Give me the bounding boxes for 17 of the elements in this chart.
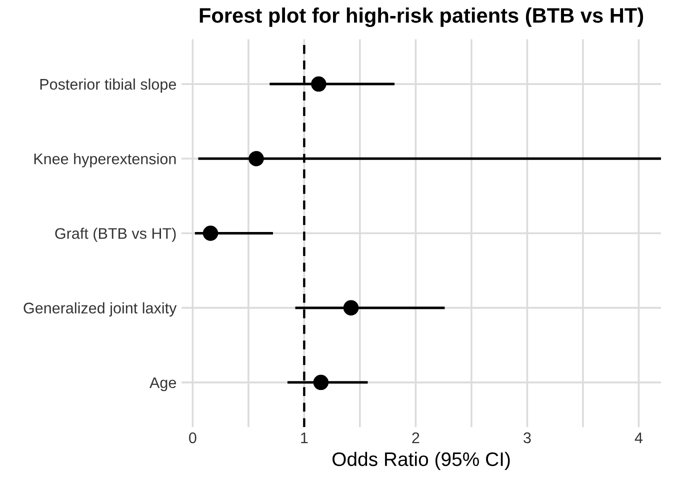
- x-tick-label: 4: [634, 432, 643, 444]
- y-tick-label: Graft (BTB vs HT): [55, 228, 176, 242]
- y-tick-label: Generalized joint laxity: [24, 302, 177, 317]
- y-tick-label: Posterior tibial slope: [40, 78, 176, 93]
- chart-title: Forest plot for high-risk patients (BTB vs HT): [200, 8, 644, 28]
- point: [313, 374, 329, 390]
- x-tick-label: 3: [524, 432, 531, 444]
- point: [343, 300, 359, 316]
- x-tick-label: 0: [189, 432, 196, 444]
- point: [248, 150, 264, 166]
- y-tick-label: Age: [150, 377, 176, 392]
- point: [202, 226, 218, 241]
- point: [311, 76, 326, 92]
- y-tick-label: Knee hyperextension: [34, 153, 176, 168]
- x-tick-label: 2: [412, 432, 420, 444]
- x-tick-label: 1: [301, 432, 308, 444]
- x-axis-title: Odds Ratio (95% CI): [332, 452, 510, 470]
